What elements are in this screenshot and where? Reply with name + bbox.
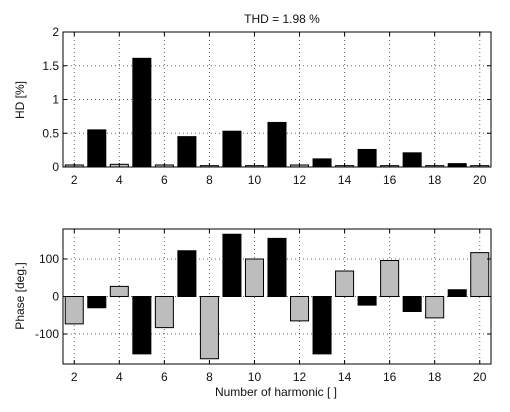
hd-x-tick-label: 12 — [293, 173, 307, 187]
phase-x-tick-label: 12 — [293, 370, 307, 384]
hd-y-tick-label: 1.5 — [42, 59, 59, 73]
hd-bar-h11 — [267, 121, 287, 168]
hd-x-tick-label: 8 — [206, 173, 213, 187]
phase-bar-h20 — [470, 252, 490, 298]
hd-y-tick-label: 2 — [52, 25, 59, 39]
hd-x-tick-label: 18 — [428, 173, 442, 187]
bottom-x-axis-label: Number of harmonic [ ] — [215, 385, 337, 399]
phase-bar-h15 — [357, 296, 377, 306]
phase-x-tick-label: 14 — [338, 370, 352, 384]
phase-bar-h4 — [109, 285, 129, 298]
hd-y-tick-label: 0 — [52, 160, 59, 174]
hd-y-tick-label: 0.5 — [42, 126, 59, 140]
phase-bar-h7 — [177, 250, 197, 297]
phase-bar-h14 — [335, 270, 355, 297]
hd-bar-h7 — [177, 136, 197, 168]
phase-x-tick-label: 18 — [428, 370, 442, 384]
phase-bar-h17 — [402, 296, 422, 312]
bottom-y-axis-label: Phase [deg.] — [13, 262, 27, 329]
phase-x-tick-label: 6 — [161, 370, 168, 384]
phase-bar-h13 — [312, 296, 332, 355]
phase-bar-h19 — [447, 289, 467, 297]
phase-x-tick-label: 20 — [473, 370, 487, 384]
hd-y-tick-label: 1 — [52, 93, 59, 107]
hd-bar-h15 — [357, 148, 377, 168]
hd-x-tick-label: 14 — [338, 173, 352, 187]
hd-x-tick-label: 20 — [473, 173, 487, 187]
hd-bar-h19 — [447, 163, 467, 168]
phase-bar-h3 — [87, 296, 107, 309]
hd-bar-h17 — [402, 152, 422, 168]
hd-chart-panel: 2 4 6 8 10 12 14 16 18 20 0 0.5 1 1.5 2 — [42, 25, 492, 187]
phase-bar-h11 — [267, 237, 287, 298]
phase-x-tick-label: 10 — [248, 370, 262, 384]
hd-bar-h13 — [312, 158, 332, 168]
phase-bar-h16 — [380, 260, 400, 297]
hd-x-tick-label: 10 — [248, 173, 262, 187]
phase-bar-h2 — [64, 296, 84, 325]
phase-x-tick-label: 16 — [383, 370, 397, 384]
phase-x-tick-label: 4 — [116, 370, 123, 384]
phase-x-tick-label: 8 — [206, 370, 213, 384]
hd-bar-h9 — [222, 130, 242, 168]
phase-bar-h18 — [425, 296, 445, 319]
hd-bar-h3 — [87, 129, 107, 168]
hd-x-tick-label: 16 — [383, 173, 397, 187]
phase-bar-h5 — [132, 296, 152, 355]
phase-x-tick-label: 2 — [71, 370, 78, 384]
hd-x-tick-label: 6 — [161, 173, 168, 187]
phase-y-tick-label: 100 — [39, 252, 59, 266]
hd-x-tick-label: 4 — [116, 173, 123, 187]
phase-bar-h9 — [222, 233, 242, 297]
phase-bar-h6 — [154, 296, 174, 329]
phase-bar-h8 — [199, 296, 219, 360]
phase-bar-h12 — [290, 296, 310, 322]
hd-bar-h5 — [132, 57, 152, 168]
phase-y-tick-label: -100 — [35, 327, 59, 341]
phase-chart-panel: 2 4 6 8 10 12 14 16 18 20 -100 0 100 — [35, 228, 492, 384]
hd-x-tick-label: 2 — [71, 173, 78, 187]
phase-bar-h10 — [244, 258, 264, 297]
top-chart-title: THD = 1.98 % — [244, 12, 320, 26]
phase-y-tick-label: 0 — [52, 290, 59, 304]
top-y-axis-label: HD [%] — [13, 81, 27, 119]
